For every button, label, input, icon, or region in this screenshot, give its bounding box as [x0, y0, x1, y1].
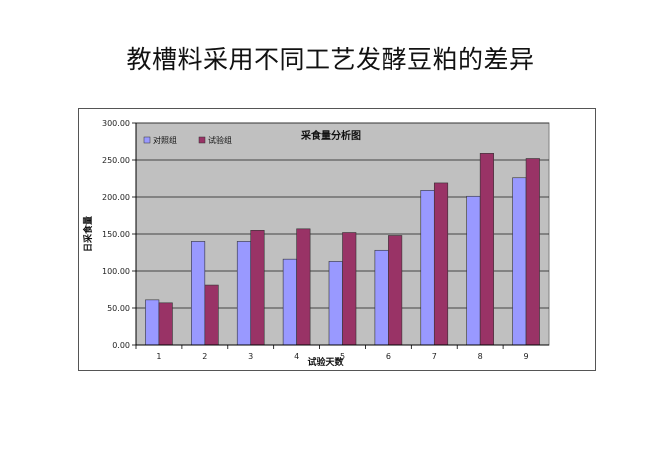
- x-tick-label: 4: [294, 352, 299, 361]
- bar-control: [236, 241, 252, 346]
- legend: 对照组 试验组: [143, 135, 232, 145]
- bar-control: [191, 241, 206, 346]
- bar-trial: [204, 284, 219, 346]
- y-axis-title: 日采食量: [82, 216, 94, 252]
- x-tick-label: 3: [248, 352, 253, 361]
- y-tick-label: 200.00: [102, 193, 130, 202]
- x-tick-label: 7: [432, 352, 437, 361]
- y-tick-label: 250.00: [102, 156, 130, 165]
- y-tick-label: 150.00: [102, 230, 130, 239]
- bar-trial: [479, 153, 494, 346]
- y-tick-label: 0.00: [112, 341, 130, 350]
- page-title: 教槽料采用不同工艺发酵豆粕的差异: [126, 45, 535, 74]
- bar-control: [282, 258, 297, 346]
- bar-trial: [342, 232, 357, 346]
- bar-trial: [433, 182, 449, 346]
- bar-control: [466, 195, 481, 346]
- bar-trial: [388, 235, 403, 346]
- chart-title: 采食量分析图: [300, 129, 361, 142]
- bar-control: [145, 299, 160, 346]
- bar-control: [328, 261, 343, 346]
- x-tick-label: 8: [478, 352, 483, 361]
- bar-trial: [250, 230, 265, 346]
- bar-trial: [296, 228, 311, 346]
- legend-swatch: [143, 136, 151, 144]
- x-axis-title: 试验天数: [307, 356, 344, 368]
- x-tick-label: 9: [524, 352, 529, 361]
- chart-container: 0.00 50.00 100.00 150.00 200.00 250.00 300.00 1…: [78, 108, 596, 371]
- legend-swatch: [198, 136, 206, 144]
- bar-trial: [158, 302, 173, 346]
- y-tick-label: 50.00: [107, 304, 130, 313]
- y-tick-label: 100.00: [102, 267, 130, 276]
- bar-control: [512, 177, 527, 346]
- x-tick-label: 1: [156, 352, 161, 361]
- y-tick-label: 300.00: [102, 119, 130, 128]
- legend-label: 试验组: [208, 135, 232, 145]
- legend-label: 对照组: [153, 135, 177, 145]
- x-tick-label: 5: [340, 352, 345, 361]
- bar-trial: [525, 158, 540, 346]
- x-tick-label: 6: [386, 352, 391, 361]
- x-tick-label: 2: [202, 352, 207, 361]
- bar-control: [420, 190, 435, 346]
- bar-control: [374, 249, 389, 346]
- bar-chart: 0.00 50.00 100.00 150.00 200.00 250.00 300.00 1…: [82, 119, 550, 368]
